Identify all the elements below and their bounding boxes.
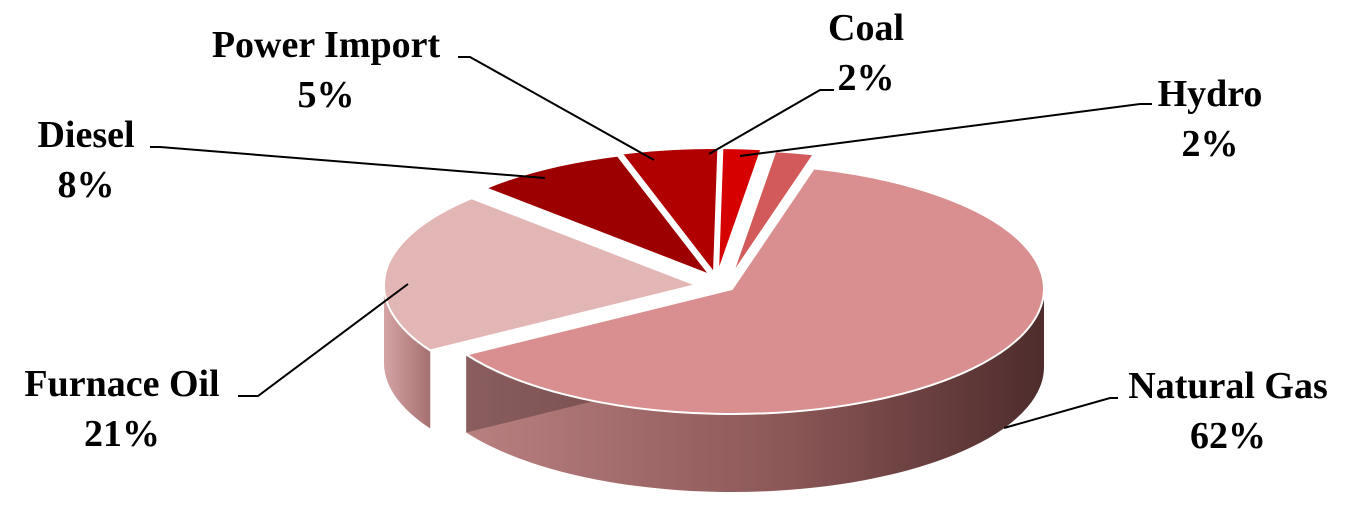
leader-line-natural-gas [1003, 397, 1118, 429]
leader-line-furnace-oil [238, 283, 409, 397]
category-label-diesel: Diesel [37, 114, 134, 156]
category-label-furnace-oil: Furnace Oil [24, 363, 219, 405]
pie-slice-natural-gas [465, 167, 1045, 415]
pie-slice-diesel [484, 154, 711, 276]
category-label-hydro: Hydro [1158, 73, 1263, 115]
leader-line-coal [708, 89, 834, 155]
leader-line-power-import [458, 56, 655, 161]
category-label-power-import: Power Import [212, 24, 441, 66]
category-label-coal: Coal [828, 7, 904, 49]
leader-line-hydro [739, 103, 1152, 157]
data-label-furnace-oil: 21% [84, 413, 160, 455]
pie-slice-side-natural-gas [466, 289, 1045, 493]
pie-slice-side-furnace-oil [384, 285, 431, 429]
pie-slice-coal [717, 147, 763, 274]
data-label-diesel: 8% [58, 164, 115, 206]
pie-slice-furnace-oil [383, 197, 697, 352]
data-label-hydro: 2% [1182, 123, 1239, 165]
data-label-power-import: 5% [298, 74, 355, 116]
leader-line-diesel [150, 146, 546, 179]
data-label-coal: 2% [838, 57, 895, 99]
category-label-natural-gas: Natural Gas [1128, 365, 1328, 407]
data-label-natural-gas: 62% [1190, 415, 1266, 457]
